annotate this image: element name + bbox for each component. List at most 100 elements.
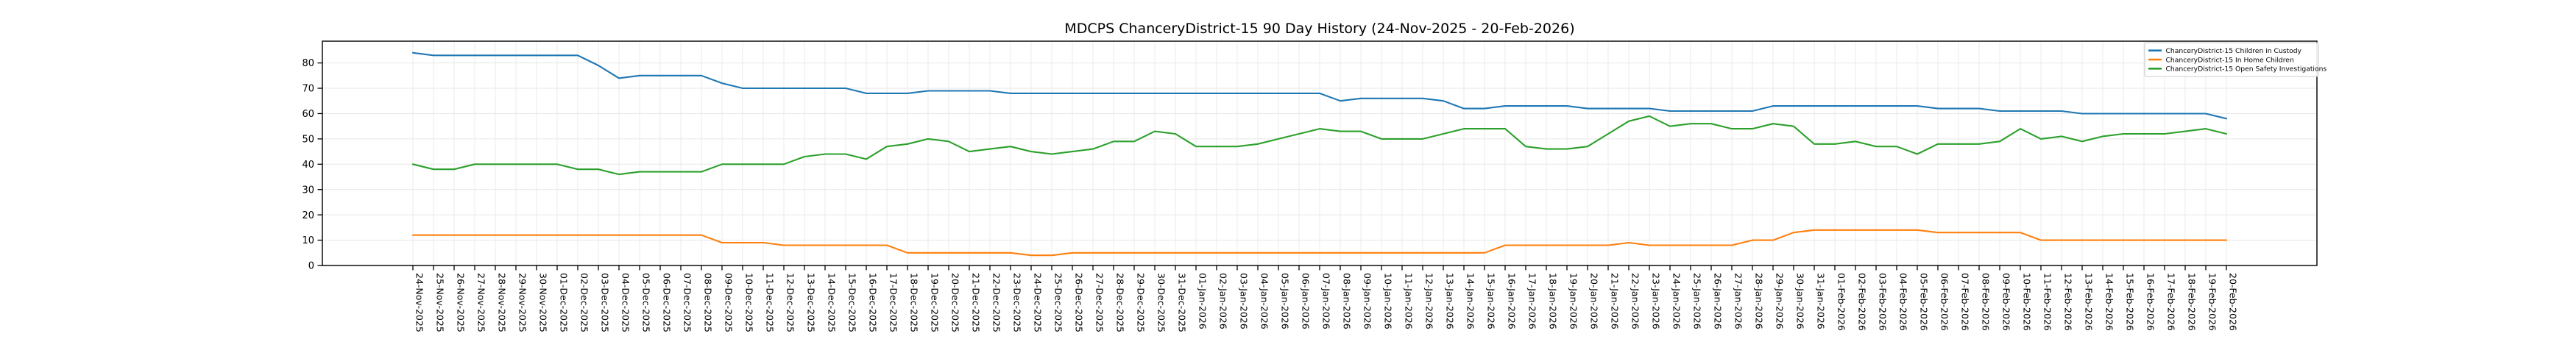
x-tick-label: 20-Jan-2026 (1589, 273, 1600, 329)
x-tick-label: 13-Jan-2026 (1445, 273, 1456, 329)
x-tick-label: 18-Dec-2025 (909, 273, 920, 332)
legend-box (2144, 42, 2319, 77)
x-tick-label: 19-Jan-2026 (1568, 273, 1579, 329)
grid-lines (322, 41, 2317, 266)
x-tick-label: 27-Dec-2025 (1094, 273, 1105, 332)
x-tick-label: 26-Jan-2026 (1713, 273, 1724, 329)
y-tick-label: 50 (302, 134, 314, 145)
x-tick-label: 07-Jan-2026 (1321, 273, 1332, 329)
y-tick-label: 40 (302, 160, 314, 171)
x-tick-label: 07-Dec-2025 (682, 273, 693, 332)
x-tick-label: 22-Dec-2025 (991, 273, 1002, 332)
x-tick-label: 08-Dec-2025 (703, 273, 714, 332)
x-tick-label: 29-Dec-2025 (1136, 273, 1147, 332)
x-tick-label: 21-Jan-2026 (1610, 273, 1621, 329)
x-tick-label: 25-Jan-2026 (1692, 273, 1703, 329)
x-tick-label: 16-Jan-2026 (1507, 273, 1518, 329)
x-tick-label: 11-Dec-2025 (765, 273, 776, 332)
data-series (411, 51, 2228, 257)
x-tick-label: 07-Feb-2026 (1960, 273, 1971, 331)
x-tick-label: 03-Feb-2026 (1878, 273, 1889, 331)
x-tick-label: 04-Dec-2025 (620, 273, 631, 332)
y-tick-label: 60 (302, 109, 314, 120)
x-tick-label: 13-Dec-2025 (806, 273, 817, 332)
x-tick-label: 28-Jan-2026 (1754, 273, 1765, 329)
x-tick-label: 23-Dec-2025 (1012, 273, 1023, 332)
x-tick-label: 17-Jan-2026 (1527, 273, 1538, 329)
legend-label: ChanceryDistrict-15 In Home Children (2166, 56, 2294, 64)
x-tick-label: 06-Feb-2026 (1939, 273, 1950, 331)
x-tick-label: 28-Nov-2025 (497, 273, 508, 332)
x-tick-label: 26-Dec-2025 (1074, 273, 1085, 332)
x-tick-label: 19-Feb-2026 (2207, 273, 2218, 331)
series-line (411, 51, 2228, 120)
x-tick-label: 28-Dec-2025 (1115, 273, 1126, 332)
x-tick-label: 05-Feb-2026 (1919, 273, 1930, 331)
x-tick-label: 02-Jan-2026 (1218, 273, 1229, 329)
x-tick-label: 12-Feb-2026 (2063, 273, 2074, 331)
legend-label: ChanceryDistrict-15 Open Safety Investig… (2166, 65, 2327, 74)
x-tick-label: 11-Jan-2026 (1404, 273, 1415, 329)
x-tick-label: 01-Jan-2026 (1197, 273, 1209, 329)
x-tick-label: 08-Jan-2026 (1342, 273, 1353, 329)
x-tick-label: 25-Nov-2025 (435, 273, 446, 332)
x-tick-label: 19-Dec-2025 (930, 273, 941, 332)
x-tick-label: 11-Feb-2026 (2042, 273, 2053, 331)
x-tick-label: 10-Dec-2025 (744, 273, 755, 332)
x-tick-label: 05-Jan-2026 (1280, 273, 1291, 329)
x-tick-label: 06-Dec-2025 (662, 273, 673, 332)
x-tick-label: 06-Jan-2026 (1301, 273, 1312, 329)
x-tick-label: 02-Feb-2026 (1857, 273, 1868, 331)
x-tick-label: 30-Nov-2025 (538, 273, 549, 332)
x-tick-label: 24-Dec-2025 (1033, 273, 1044, 332)
x-tick-label: 29-Nov-2025 (517, 273, 528, 332)
x-tick-label: 09-Dec-2025 (723, 273, 735, 332)
x-tick-label: 16-Feb-2026 (2145, 273, 2156, 331)
x-tick-label: 04-Jan-2026 (1259, 273, 1270, 329)
axes: 0 10 20 30 40 50 60 70 80 24-Nov-2025 25-Nov-2025 2… (302, 40, 2318, 332)
x-tick-label: 14-Feb-2026 (2104, 273, 2115, 331)
x-tick-label: 27-Nov-2025 (476, 273, 487, 332)
x-tick-label: 04-Feb-2026 (1898, 273, 1909, 331)
chart-title: MDCPS ChanceryDistrict-15 90 Day History… (1064, 21, 1574, 37)
x-tick-label: 08-Feb-2026 (1981, 273, 1992, 331)
x-tick-label: 01-Dec-2025 (559, 273, 570, 332)
y-tick-label: 80 (302, 58, 314, 69)
y-tick-label: 70 (302, 84, 314, 95)
x-tick-label: 30-Dec-2025 (1156, 273, 1167, 332)
legend-label: ChanceryDistrict-15 Children in Custody (2166, 47, 2302, 55)
x-tick-label: 20-Dec-2025 (950, 273, 961, 332)
x-tick-label: 15-Dec-2025 (847, 273, 858, 332)
x-tick-label: 05-Dec-2025 (641, 273, 652, 332)
x-tick-label: 10-Feb-2026 (2022, 273, 2033, 331)
x-tick-label: 17-Feb-2026 (2166, 273, 2177, 331)
x-tick-label: 24-Nov-2025 (414, 273, 425, 332)
x-tick-label: 02-Dec-2025 (579, 273, 590, 332)
series-line (411, 115, 2228, 176)
x-tick-label: 25-Dec-2025 (1053, 273, 1064, 332)
x-tick-label: 16-Dec-2025 (868, 273, 879, 332)
x-tick-label: 20-Feb-2026 (2228, 273, 2239, 331)
x-tick-label: 01-Feb-2026 (1836, 273, 1847, 331)
x-tick-label: 17-Dec-2025 (888, 273, 899, 332)
x-tick-label: 23-Jan-2026 (1651, 273, 1662, 329)
x-tick-label: 27-Jan-2026 (1733, 273, 1744, 329)
x-tick-label: 13-Feb-2026 (2084, 273, 2095, 331)
x-tick-label: 14-Jan-2026 (1465, 273, 1476, 329)
x-tick-label: 18-Jan-2026 (1548, 273, 1559, 329)
y-tick-label: 20 (302, 210, 314, 221)
x-tick-label: 15-Feb-2026 (2125, 273, 2136, 331)
y-tick-label: 10 (302, 235, 314, 246)
x-tick-label: 31-Jan-2026 (1816, 273, 1827, 329)
x-tick-label: 14-Dec-2025 (827, 273, 838, 332)
legend: ChanceryDistrict-15 Children in CustodyC… (2144, 42, 2327, 77)
x-tick-label: 09-Feb-2026 (2001, 273, 2012, 331)
x-tick-label: 09-Jan-2026 (1362, 273, 1373, 329)
x-tick-label: 30-Jan-2026 (1795, 273, 1806, 329)
x-tick-label: 24-Jan-2026 (1671, 273, 1682, 329)
x-tick-label: 22-Jan-2026 (1630, 273, 1641, 329)
x-tick-label: 21-Dec-2025 (971, 273, 982, 332)
x-tick-label: 10-Jan-2026 (1383, 273, 1394, 329)
